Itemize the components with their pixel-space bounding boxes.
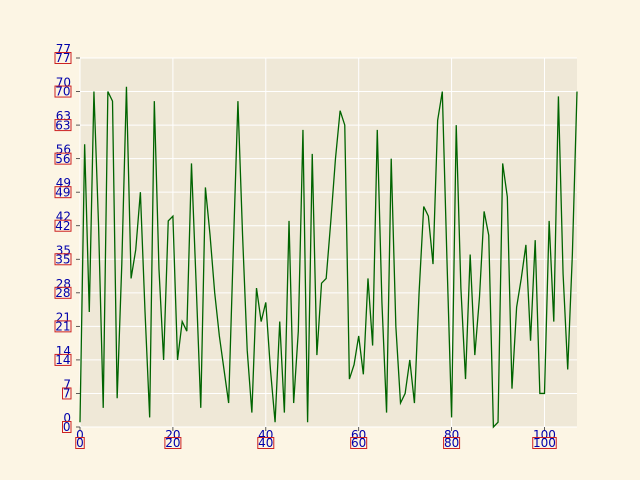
y-tick-label-boxed: 7 bbox=[62, 387, 72, 401]
y-tick-label-boxed-box bbox=[54, 219, 72, 232]
y-tick-label-boxed-text: 35 bbox=[55, 252, 70, 266]
y-tick-label-boxed-box bbox=[54, 286, 72, 299]
y-tick-label-boxed-text: 77 bbox=[55, 51, 70, 65]
y-tick-label-boxed-box bbox=[62, 387, 72, 400]
x-tick-label-boxed-box bbox=[75, 437, 85, 449]
y-tick-label-boxed-box bbox=[54, 353, 72, 366]
x-tick-label-boxed-text: 80 bbox=[444, 436, 459, 450]
x-tick-label: 60 bbox=[351, 428, 366, 442]
y-tick-label-boxed: 70 bbox=[54, 85, 72, 99]
x-tick-label-boxed-text: 40 bbox=[258, 436, 273, 450]
y-tick-label-boxed-box bbox=[54, 119, 72, 132]
y-tick-label-boxed-text: 70 bbox=[55, 85, 70, 99]
y-tick-label-boxed-text: 49 bbox=[55, 185, 70, 199]
y-tick-label-boxed: 77 bbox=[54, 51, 72, 65]
y-tick-label-boxed-box bbox=[54, 52, 72, 64]
x-tick-label-boxed-text: 100 bbox=[533, 436, 556, 450]
y-tick-label-boxed-text: 0 bbox=[63, 420, 71, 434]
y-tick-label-boxed-box bbox=[62, 421, 72, 433]
grid bbox=[79, 57, 577, 428]
x-tick-label-boxed-box bbox=[532, 437, 557, 449]
y-tick-label-boxed-text: 21 bbox=[55, 320, 70, 334]
x-tick-label-boxed: 0 bbox=[75, 436, 85, 450]
x-tick-label: 80 bbox=[444, 428, 459, 442]
y-tick-label-boxed: 42 bbox=[54, 219, 72, 233]
y-tick-label-boxed-box bbox=[54, 85, 72, 98]
x-tick-label-boxed: 20 bbox=[164, 436, 182, 450]
x-tick-label-boxed: 80 bbox=[443, 436, 461, 450]
x-tick-label-boxed-text: 0 bbox=[76, 436, 84, 450]
y-tick-label: 7 bbox=[63, 377, 71, 391]
y-tick-7: 77 bbox=[62, 377, 72, 401]
x-tick-label-boxed-box bbox=[443, 437, 461, 449]
y-tick-label-boxed-box bbox=[54, 152, 72, 165]
y-tick-label-boxed: 14 bbox=[54, 353, 72, 367]
y-tick-0: 00 bbox=[62, 411, 72, 434]
series-layer bbox=[79, 86, 578, 429]
x-tick-label-boxed: 60 bbox=[350, 436, 368, 450]
y-tick-label: 0 bbox=[63, 411, 71, 425]
y-tick-label-boxed: 0 bbox=[62, 420, 72, 434]
y-tick-label-boxed: 28 bbox=[54, 286, 72, 300]
x-tick-label: 20 bbox=[165, 428, 180, 442]
x-tick-label-boxed-box bbox=[257, 437, 275, 449]
x-tick-label-boxed: 100 bbox=[532, 436, 557, 450]
x-tick-label: 0 bbox=[76, 428, 84, 442]
x-tick-label-boxed-box bbox=[164, 437, 182, 449]
x-tick-label: 40 bbox=[258, 428, 273, 442]
x-tick-label-boxed-text: 60 bbox=[351, 436, 366, 450]
y-tick-label-boxed: 35 bbox=[54, 252, 72, 266]
y-tick-label-boxed: 63 bbox=[54, 118, 72, 132]
y-tick-label-boxed: 56 bbox=[54, 152, 72, 166]
y-axis: 0077141421212828353542424949565663637070… bbox=[54, 42, 80, 434]
y-tick-label-boxed-text: 42 bbox=[55, 219, 70, 233]
y-tick-label-boxed: 21 bbox=[54, 320, 72, 334]
x-tick-label-boxed: 40 bbox=[257, 436, 275, 450]
y-tick-label-boxed-box bbox=[54, 253, 72, 266]
y-tick-label-boxed-text: 56 bbox=[55, 152, 70, 166]
x-tick-label: 100 bbox=[533, 428, 556, 442]
y-tick-label-boxed-box bbox=[54, 186, 72, 199]
y-tick-label-boxed: 49 bbox=[54, 185, 72, 199]
y-tick-label-boxed-box bbox=[54, 320, 72, 333]
x-tick-0: 00 bbox=[75, 428, 85, 450]
y-tick-label-boxed-text: 63 bbox=[55, 118, 70, 132]
x-tick-label-boxed-text: 20 bbox=[165, 436, 180, 450]
series-line-0 bbox=[79, 86, 578, 429]
y-tick-label-boxed-text: 28 bbox=[55, 286, 70, 300]
x-tick-label-boxed-box bbox=[350, 437, 368, 449]
y-tick-label-boxed-text: 14 bbox=[55, 353, 70, 367]
y-tick-label-boxed-text: 7 bbox=[63, 387, 71, 401]
